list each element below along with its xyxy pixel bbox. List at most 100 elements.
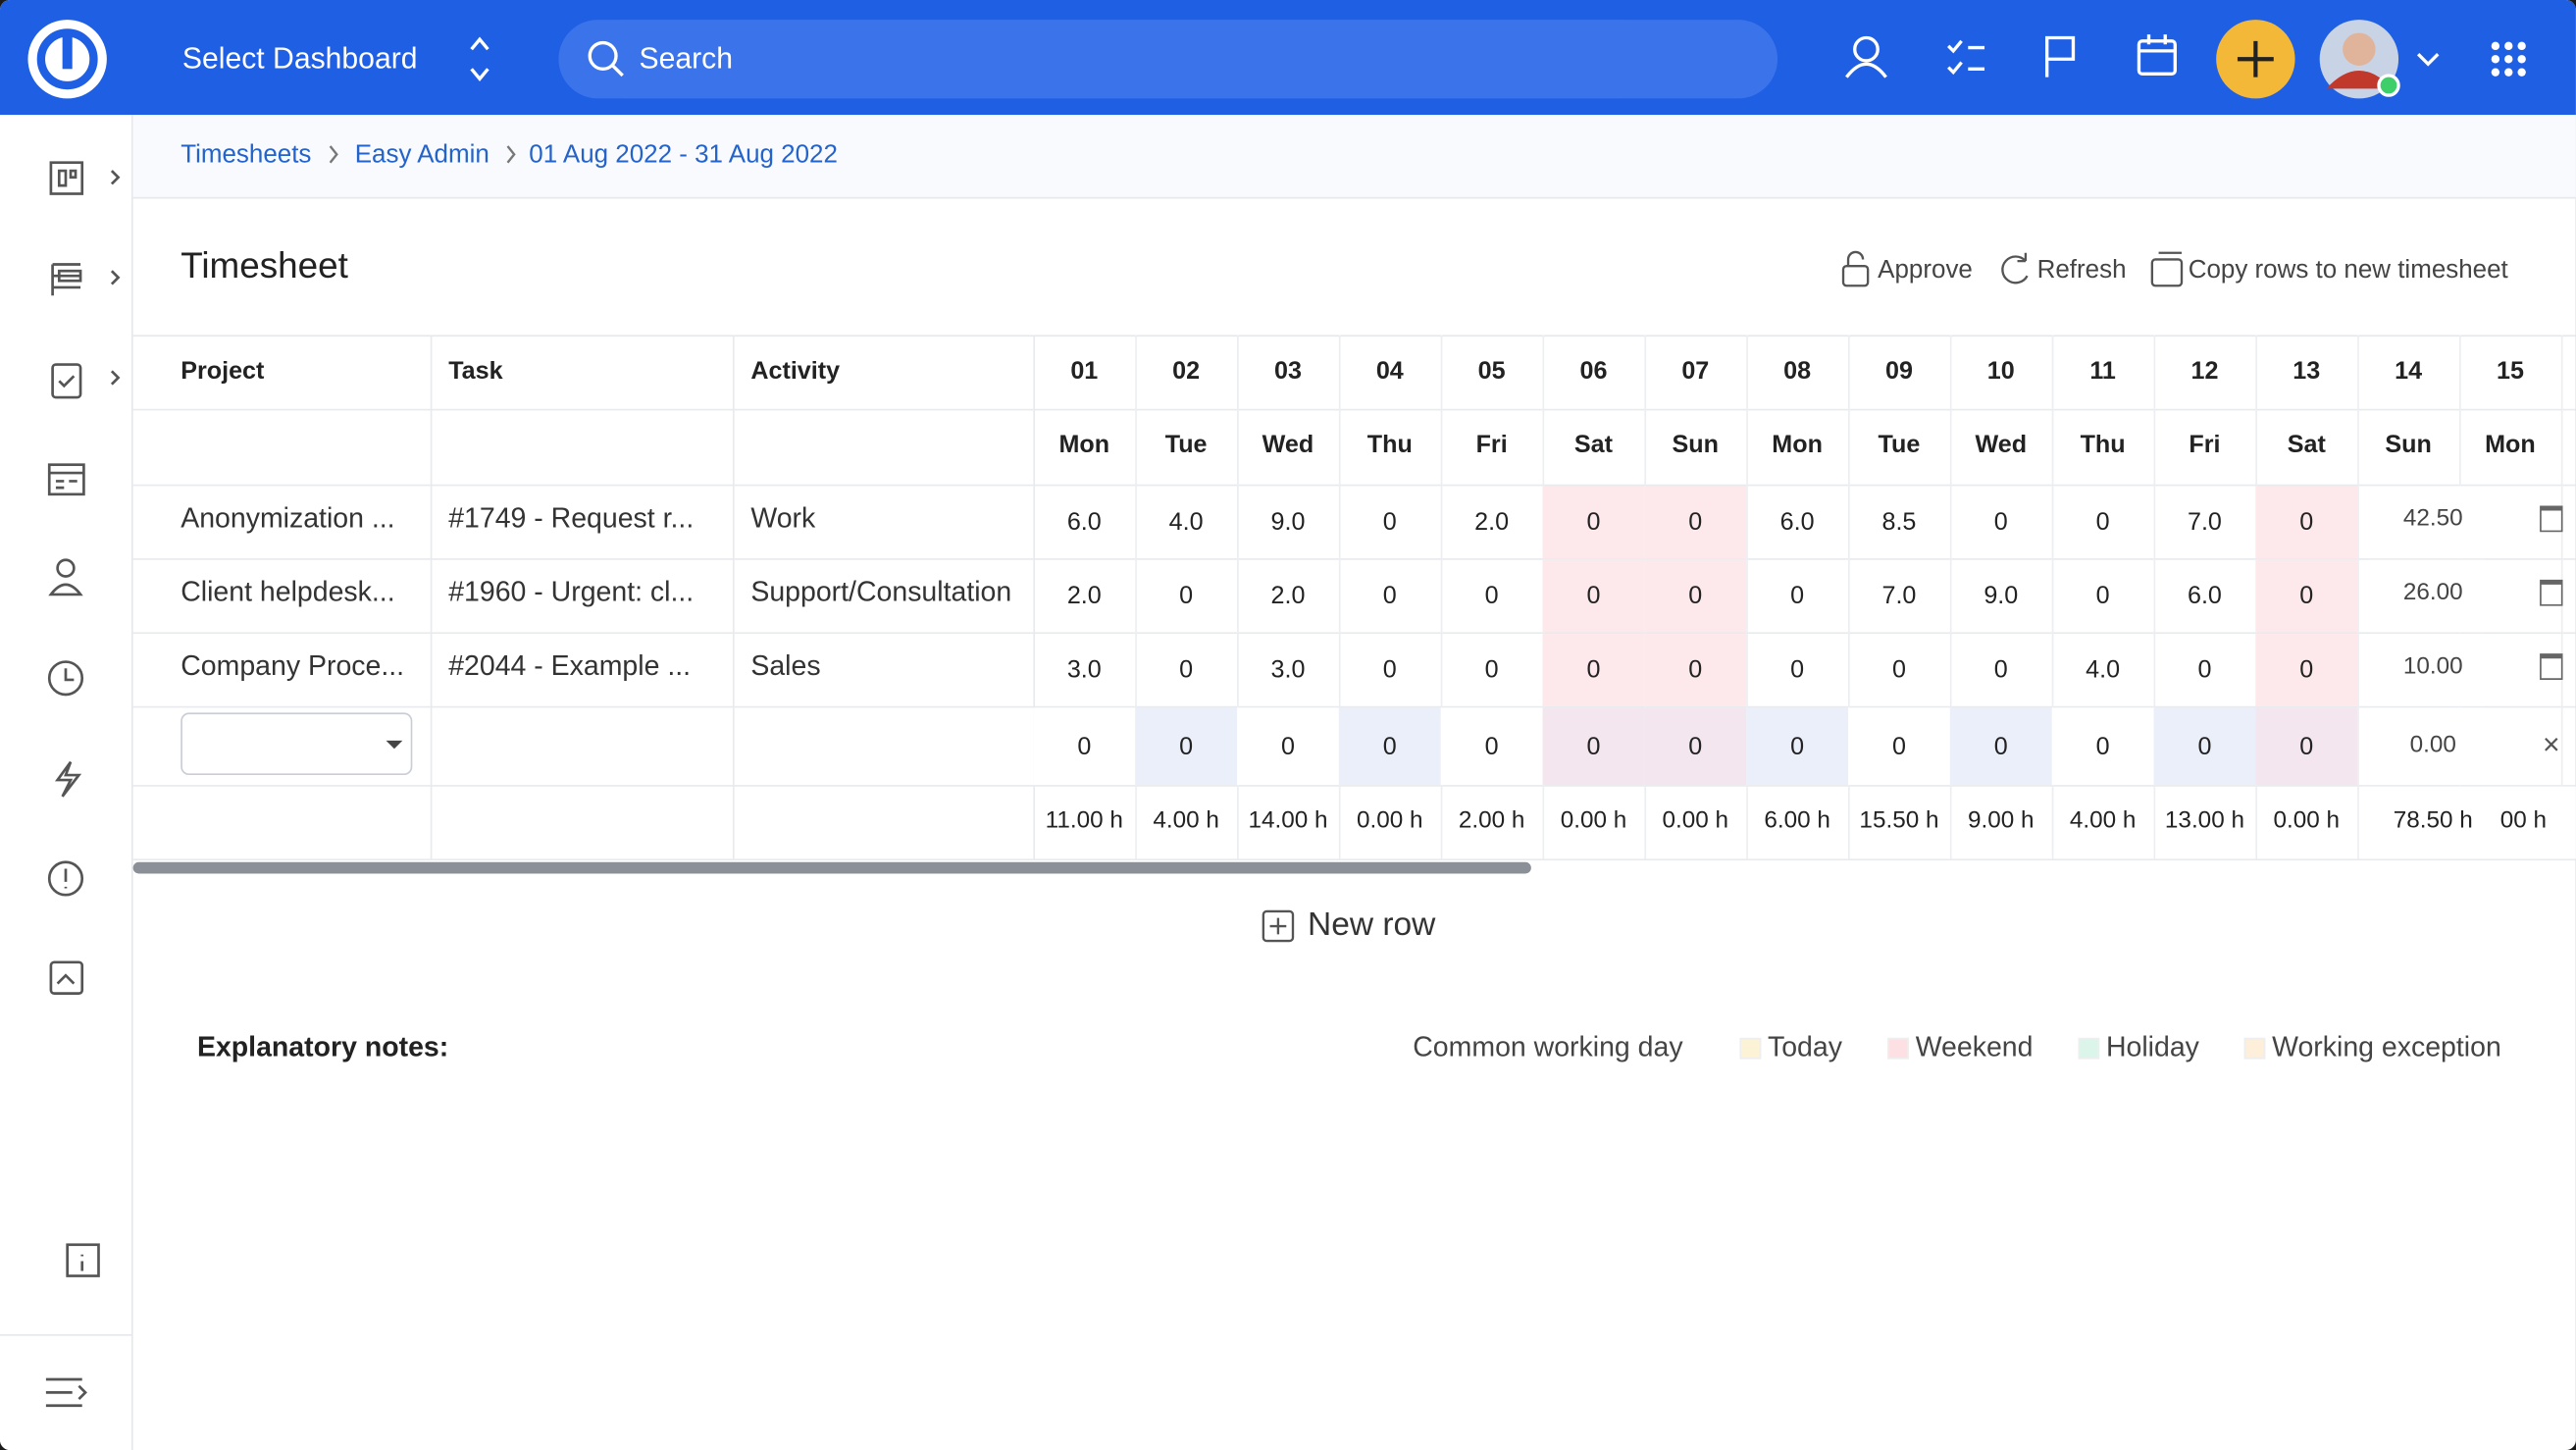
- hours-cell[interactable]: 3.0: [1066, 655, 1102, 685]
- hours-cell[interactable]: 0: [1586, 508, 1601, 537]
- new-hours-cell[interactable]: 0: [1484, 733, 1499, 761]
- hours-cell[interactable]: 0: [1993, 655, 2008, 685]
- project-select[interactable]: [180, 712, 413, 776]
- day-total: 4.00 h: [1153, 807, 1219, 835]
- hours-cell[interactable]: 0: [1484, 655, 1499, 685]
- hours-cell[interactable]: 2.0: [1270, 582, 1306, 610]
- new-cell-bg: [2051, 707, 2154, 786]
- search-box[interactable]: [558, 20, 1778, 99]
- new-hours-cell[interactable]: 0: [2095, 733, 2110, 761]
- hours-cell[interactable]: 0: [1993, 508, 2008, 537]
- hours-cell[interactable]: 0: [1382, 508, 1397, 537]
- hours-cell[interactable]: 0: [1382, 655, 1397, 685]
- col-divider: [1848, 335, 1850, 859]
- breadcrumb-link[interactable]: Easy Admin: [354, 140, 489, 170]
- new-hours-cell[interactable]: 0: [1891, 733, 1906, 761]
- new-hours-cell[interactable]: 0: [2299, 733, 2314, 761]
- hours-cell[interactable]: 0: [2095, 508, 2110, 537]
- activity-cell: Work: [750, 502, 816, 534]
- row-divider: [132, 858, 2576, 861]
- day-total: 0.00 h: [1560, 807, 1627, 835]
- new-hours-cell[interactable]: 0: [1077, 733, 1092, 761]
- new-row-total: 0.00: [2409, 732, 2456, 759]
- day-name: Mon: [2485, 431, 2536, 459]
- hours-cell[interactable]: 9.0: [1270, 508, 1306, 537]
- new-cell-bg: [1135, 707, 1238, 786]
- breadcrumb-link[interactable]: 01 Aug 2022 - 31 Aug 2022: [529, 140, 838, 170]
- hours-cell[interactable]: 2.0: [1066, 582, 1102, 610]
- hours-cell[interactable]: 6.0: [1779, 508, 1815, 537]
- hours-cell[interactable]: 2.0: [1474, 508, 1510, 537]
- hours-cell[interactable]: 0: [1688, 655, 1703, 685]
- weekend-cell-bg: [2255, 634, 2358, 706]
- action-button[interactable]: Approve: [1878, 256, 1973, 285]
- dashboard-select[interactable]: Select Dashboard: [181, 41, 418, 76]
- hours-cell[interactable]: 7.0: [2187, 508, 2222, 537]
- delete-button[interactable]: [2540, 653, 2563, 680]
- activity-cell: Support/Consultation: [750, 576, 1012, 608]
- legend-swatch: [2243, 1037, 2266, 1060]
- day-name: Fri: [2189, 431, 2221, 459]
- day-number: 14: [2395, 357, 2423, 386]
- new-hours-cell[interactable]: 0: [1179, 733, 1194, 761]
- hours-cell[interactable]: 0: [1382, 582, 1397, 610]
- hours-cell[interactable]: 9.0: [1984, 582, 2019, 610]
- new-cell-bg: [1237, 707, 1339, 786]
- legend-swatch: [2078, 1037, 2100, 1060]
- hours-cell[interactable]: 0: [2299, 508, 2314, 537]
- remove-button[interactable]: ×: [2543, 728, 2560, 761]
- sidebar: [0, 115, 133, 1450]
- row-divider: [132, 785, 2576, 787]
- new-cell-bg: [1746, 707, 1849, 786]
- day-total: 4.00 h: [2069, 807, 2137, 835]
- legend-item: Weekend: [1915, 1031, 2034, 1062]
- new-hours-cell[interactable]: 0: [1280, 733, 1295, 761]
- hours-cell[interactable]: 0: [1586, 655, 1601, 685]
- new-hours-cell[interactable]: 0: [1688, 733, 1703, 761]
- hours-cell[interactable]: 0: [1688, 582, 1703, 610]
- scrollbar[interactable]: [132, 861, 1531, 874]
- hours-cell[interactable]: 6.0: [1066, 508, 1102, 537]
- hours-cell[interactable]: 0: [1688, 508, 1703, 537]
- delete-button[interactable]: [2540, 579, 2563, 606]
- hours-cell[interactable]: 0: [1484, 582, 1499, 610]
- col-divider: [1746, 335, 1748, 859]
- new-hours-cell[interactable]: 0: [1382, 733, 1397, 761]
- col-divider: [1949, 335, 1952, 859]
- hours-cell[interactable]: 0: [2299, 582, 2314, 610]
- breadcrumb-bar: [132, 115, 2576, 199]
- hours-cell[interactable]: 0: [1179, 655, 1194, 685]
- new-cell-bg: [2153, 707, 2256, 786]
- action-button[interactable]: Copy rows to new timesheet: [2188, 256, 2508, 285]
- action-button[interactable]: Refresh: [2036, 256, 2127, 285]
- hours-cell[interactable]: 0: [1586, 582, 1601, 610]
- new-row-button[interactable]: New row: [1308, 906, 1436, 944]
- new-hours-cell[interactable]: 0: [1993, 733, 2008, 761]
- hours-cell[interactable]: 0: [2095, 582, 2110, 610]
- hours-cell[interactable]: 0: [1790, 582, 1805, 610]
- col-divider: [732, 335, 735, 859]
- new-hours-cell[interactable]: 0: [1790, 733, 1805, 761]
- day-number: 10: [1986, 357, 2015, 386]
- hours-cell[interactable]: 3.0: [1270, 655, 1306, 685]
- hours-cell[interactable]: 0: [2299, 655, 2314, 685]
- delete-button[interactable]: [2540, 505, 2563, 533]
- breadcrumb-link[interactable]: Timesheets: [180, 140, 312, 170]
- new-hours-cell[interactable]: 0: [2197, 733, 2212, 761]
- weekend-cell-bg: [1542, 559, 1645, 633]
- hours-cell[interactable]: 0: [1891, 655, 1906, 685]
- search-placeholder[interactable]: Search: [639, 41, 733, 76]
- hours-cell[interactable]: 8.5: [1881, 508, 1917, 537]
- day-total: 0.00 h: [1662, 807, 1729, 835]
- hours-cell[interactable]: 0: [2197, 655, 2212, 685]
- column-header: Task: [448, 357, 503, 386]
- day-name: Fri: [1475, 431, 1508, 459]
- hours-cell[interactable]: 4.0: [1168, 508, 1204, 537]
- hours-cell[interactable]: 0: [1790, 655, 1805, 685]
- weekend-cell-bg: [1542, 634, 1645, 706]
- hours-cell[interactable]: 7.0: [1881, 582, 1917, 610]
- hours-cell[interactable]: 4.0: [2086, 655, 2121, 685]
- hours-cell[interactable]: 6.0: [2187, 582, 2222, 610]
- hours-cell[interactable]: 0: [1179, 582, 1194, 610]
- new-hours-cell[interactable]: 0: [1586, 733, 1601, 761]
